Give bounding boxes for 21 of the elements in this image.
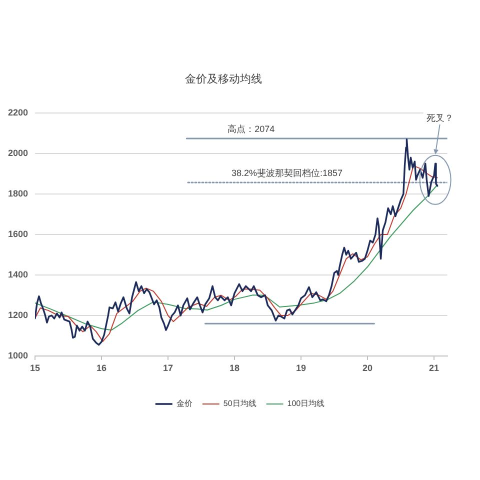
chart-title: 金价及移动均线 bbox=[185, 72, 262, 86]
annotation: 38.2%斐波那契回档位:1857 bbox=[232, 168, 343, 178]
annotation: 高点：2074 bbox=[228, 124, 275, 134]
y-tick-label: 1600 bbox=[8, 228, 28, 239]
x-tick-label: 17 bbox=[162, 362, 174, 373]
annotation: 死叉？ bbox=[426, 112, 454, 123]
legend-label: 50日均线 bbox=[223, 399, 256, 408]
y-tick-label: 1800 bbox=[8, 188, 28, 198]
y-tick-label: 2200 bbox=[8, 107, 28, 118]
y-tick-label: 1200 bbox=[8, 310, 28, 320]
y-tick-label: 2000 bbox=[8, 148, 28, 158]
x-tick-label: 15 bbox=[30, 362, 40, 373]
x-tick-label: 19 bbox=[296, 362, 306, 373]
y-tick-label: 1000 bbox=[8, 350, 28, 360]
x-tick-label: 20 bbox=[362, 362, 373, 373]
x-tick-label: 21 bbox=[428, 362, 440, 373]
legend-label: 100日均线 bbox=[287, 399, 325, 408]
x-tick-label: 18 bbox=[229, 362, 240, 373]
x-tick-label: 16 bbox=[96, 362, 107, 373]
legend-label: 金价 bbox=[176, 399, 192, 408]
y-tick-label: 1400 bbox=[8, 269, 28, 280]
